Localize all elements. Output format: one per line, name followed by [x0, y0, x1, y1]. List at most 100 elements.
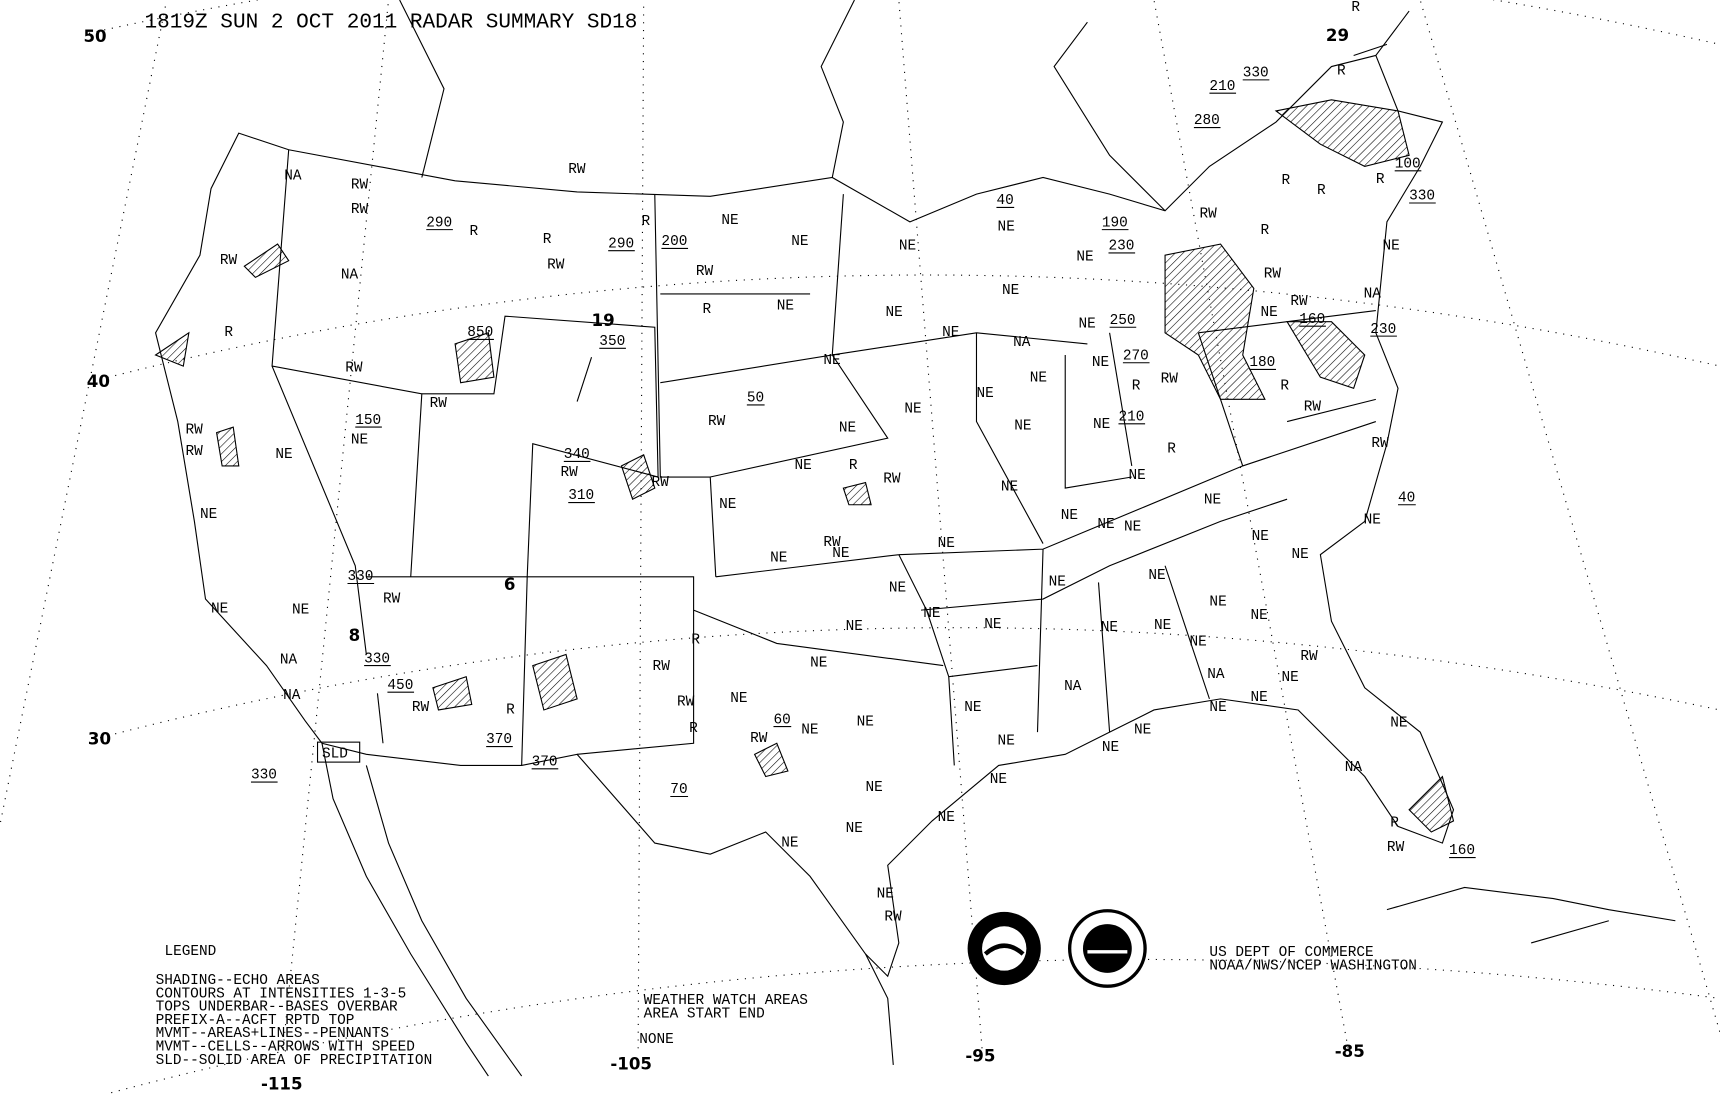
mexico-baja-coast — [321, 743, 523, 1077]
echo-code-ne: NE — [839, 421, 856, 437]
echo-code-rw: RW — [750, 731, 768, 747]
echo-code-ne: NE — [990, 772, 1007, 788]
echo-code-r: R — [543, 232, 552, 248]
echo-code-ne: NE — [1049, 575, 1066, 591]
echo-code-r: R — [506, 702, 515, 718]
echo-code-rw: RW — [653, 659, 671, 675]
echo-code-ne: NE — [810, 656, 827, 672]
latitude-line-20 — [111, 958, 1720, 1094]
echo-code-ne: NE — [275, 447, 292, 463]
echo-code-ne: NE — [1076, 250, 1093, 266]
echo-code-rw: RW — [696, 264, 714, 280]
echo-top-value: 290 — [608, 236, 634, 252]
echo-code-ne: NE — [770, 550, 787, 566]
echo-area-oregon-coast — [154, 331, 190, 367]
echo-code-ne: NE — [1030, 371, 1047, 387]
echo-code-ne: NE — [832, 546, 849, 562]
echo-code-r: R — [1280, 378, 1289, 394]
echo-code-rw: RW — [884, 910, 902, 926]
echo-code-ne: NE — [1390, 716, 1407, 732]
echo-top-value: 40 — [996, 193, 1013, 209]
noaa-logo — [967, 911, 1041, 986]
echo-code-rw: RW — [1290, 294, 1308, 310]
echo-code-na: NA — [283, 688, 301, 704]
echo-code-r: R — [1282, 173, 1291, 189]
echo-code-ne: NE — [1102, 740, 1119, 756]
echo-code-r: R — [1260, 223, 1269, 239]
echo-code-ne: NE — [889, 580, 906, 596]
echo-code-ne: NE — [1209, 595, 1226, 611]
legend-line: TOPS UNDERBAR--BASES OVERBAR — [156, 1000, 398, 1016]
echo-area-mid-atlantic — [1286, 321, 1366, 389]
movement-arrow — [576, 357, 593, 402]
longitude-line-85 — [1153, 0, 1349, 1049]
echo-code-ne: NE — [846, 619, 863, 635]
echo-code-na: NA — [280, 652, 298, 668]
echo-code-r: R — [1317, 183, 1326, 199]
echo-top-value: 340 — [564, 447, 590, 463]
echo-top-value: 50 — [747, 391, 764, 407]
echo-top-value: 350 — [599, 334, 625, 350]
movement-arrow — [1353, 43, 1388, 56]
echo-top-value: 330 — [1409, 189, 1435, 205]
echo-code-ne: NE — [964, 700, 981, 716]
echo-code-ne: NE — [351, 433, 368, 449]
echo-code-ne: NE — [1148, 568, 1165, 584]
echo-top-value: 160 — [1299, 312, 1325, 328]
longitude-line-75 — [1419, 0, 1720, 1032]
echo-top-value: 230 — [1370, 322, 1396, 338]
echo-area-great-lakes — [1164, 243, 1266, 400]
echo-code-ne: NE — [211, 601, 228, 617]
echo-code-ne: NE — [777, 299, 794, 315]
echo-code-rw: RW — [677, 695, 695, 711]
echo-top-value: 40 — [1398, 490, 1415, 506]
echo-top-value: 310 — [568, 488, 594, 504]
cuba-outline — [1386, 886, 1676, 944]
echo-code-rw: RW — [1304, 399, 1322, 415]
echo-code-ne: NE — [899, 239, 916, 255]
echo-code-ne: NE — [1252, 529, 1269, 545]
latitude-line-40 — [99, 274, 1720, 380]
echo-code-rw: RW — [1387, 840, 1405, 856]
echo-code-ne: NE — [1001, 479, 1018, 495]
echo-code-rw: RW — [345, 361, 363, 377]
echo-area-florida — [1408, 775, 1455, 833]
longitude-line-105 — [637, 0, 645, 1049]
echo-top-value: 200 — [661, 234, 687, 250]
echo-code-rw: RW — [351, 178, 369, 194]
echo-code-ne: NE — [1364, 513, 1381, 529]
echo-code-ne: NE — [1101, 620, 1118, 636]
sld-label: SLD — [322, 747, 348, 763]
echo-code-ne: NE — [904, 402, 921, 418]
longitude-line-95 — [898, 0, 983, 1049]
movement-speed: 6 — [504, 575, 516, 594]
echo-code-ne: NE — [801, 722, 818, 738]
echo-area-texas — [753, 742, 789, 778]
echo-area-pacific-nw — [243, 243, 290, 279]
echo-code-rw: RW — [568, 162, 586, 178]
legend: LEGEND SHADING--ECHO AREAS CONTOURS AT I… — [156, 944, 433, 1069]
echo-code-rw: RW — [1371, 436, 1389, 452]
echo-code-ne: NE — [1014, 418, 1031, 434]
echo-code-ne: NE — [1097, 517, 1114, 533]
echo-code-na: NA — [1364, 286, 1382, 302]
echo-top-value: 290 — [426, 215, 452, 231]
echo-top-value: 70 — [670, 782, 687, 798]
echo-code-ne: NE — [938, 810, 955, 826]
legend-heading: LEGEND — [164, 944, 216, 960]
echo-code-na: NA — [1345, 760, 1363, 776]
echo-code-ne: NE — [998, 220, 1015, 236]
echo-code-r: R — [1167, 442, 1176, 458]
echo-code-ne: NE — [866, 780, 883, 796]
echo-top-value: 280 — [1194, 113, 1220, 129]
echo-code-r: R — [691, 632, 700, 648]
echo-code-ne: NE — [823, 353, 840, 369]
echo-code-r: R — [1376, 172, 1385, 188]
echo-code-na: NA — [341, 267, 359, 283]
echo-code-rw: RW — [430, 396, 448, 412]
echo-code-r: R — [849, 458, 858, 474]
echo-code-ne: NE — [1250, 690, 1267, 706]
sld-box: SLD — [316, 741, 361, 763]
movement-speed: 19 — [592, 311, 615, 330]
